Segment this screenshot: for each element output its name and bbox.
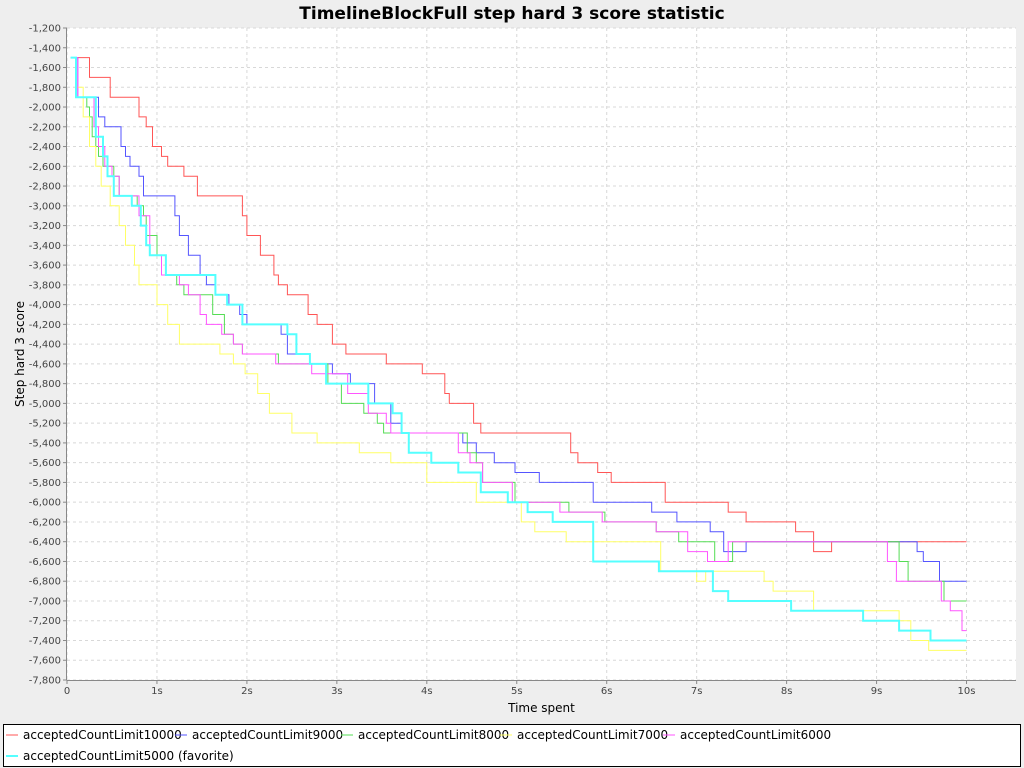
y-tick-label: -6,200: [29, 517, 61, 528]
y-tick-label: -6,400: [29, 537, 61, 548]
y-tick-label: -4,200: [29, 320, 61, 331]
series-layer: [70, 56, 967, 651]
chart-title: TimelineBlockFull step hard 3 score stat…: [299, 4, 724, 24]
y-tick-label: -2,200: [29, 122, 61, 133]
x-tick-label: 3s: [331, 686, 343, 697]
y-tick-label: -4,800: [29, 379, 61, 390]
legend-box: [3, 724, 1021, 767]
y-tick-label: -3,800: [29, 280, 61, 291]
y-tick-label: -5,000: [29, 399, 61, 410]
y-tick-label: -3,000: [29, 201, 61, 212]
y-tick-label: -1,400: [29, 43, 61, 54]
x-tick-label: 6s: [601, 686, 613, 697]
y-tick-label: -7,600: [29, 656, 61, 667]
y-tick-label: -6,000: [29, 498, 61, 509]
y-tick-label: -7,400: [29, 636, 61, 647]
x-tick-label: 9s: [871, 686, 883, 697]
y-tick-label: -3,400: [29, 241, 61, 252]
legend-label: acceptedCountLimit9000: [192, 728, 343, 742]
y-tick-label: -7,800: [29, 676, 61, 687]
x-tick-label: 4s: [421, 686, 433, 697]
y-tick-label: -6,600: [29, 557, 61, 568]
y-tick-label: -2,000: [29, 103, 61, 114]
x-tick-label: 0: [64, 686, 70, 697]
legend-label: acceptedCountLimit5000 (favorite): [23, 749, 234, 763]
y-tick-label: -2,600: [29, 162, 61, 173]
series-line-5: [70, 56, 967, 642]
y-tick-label: -5,800: [29, 478, 61, 489]
y-tick-label: -2,400: [29, 142, 61, 153]
x-tick-label: 2s: [241, 686, 253, 697]
y-tick-label: -2,800: [29, 182, 61, 193]
plot-area: [67, 28, 1016, 680]
series-line-3: [70, 57, 967, 651]
y-tick-label: -1,200: [29, 24, 61, 35]
y-tick-label: -1,800: [29, 83, 61, 94]
y-tick-label: -4,000: [29, 300, 61, 311]
y-tick-label: -5,400: [29, 438, 61, 449]
x-tick-label: 5s: [511, 686, 523, 697]
legend: acceptedCountLimit10000 acceptedCountLimi…: [3, 724, 1021, 767]
axes: 0 1s 2s 3s 4s 5s 6s 7s 8s 9s 10s -1,200 -1,400 -1,600…: [29, 24, 1016, 697]
y-tick-label: -5,600: [29, 458, 61, 469]
y-axis-label: Step hard 3 score: [13, 301, 27, 407]
legend-label: acceptedCountLimit8000: [358, 728, 509, 742]
grid: [66, 27, 1016, 681]
y-tick-label: -4,600: [29, 359, 61, 370]
y-tick-label: -7,200: [29, 616, 61, 627]
y-tick-label: -3,600: [29, 261, 61, 272]
x-tick-label: 8s: [781, 686, 793, 697]
y-tick-label: -5,200: [29, 419, 61, 430]
x-tick-label: 7s: [691, 686, 703, 697]
y-tick-label: -6,800: [29, 577, 61, 588]
x-tick-label: 10s: [958, 686, 976, 697]
y-tick-label: -3,200: [29, 221, 61, 232]
y-tick-label: -1,600: [29, 63, 61, 74]
legend-label: acceptedCountLimit6000: [680, 728, 831, 742]
legend-label: acceptedCountLimit10000: [23, 728, 182, 742]
legend-label: acceptedCountLimit7000: [517, 728, 668, 742]
y-tick-label: -7,000: [29, 596, 61, 607]
x-axis-label: Time spent: [507, 701, 575, 715]
x-tick-label: 1s: [151, 686, 163, 697]
y-tick-label: -4,400: [29, 340, 61, 351]
series-line-0: [70, 57, 967, 553]
